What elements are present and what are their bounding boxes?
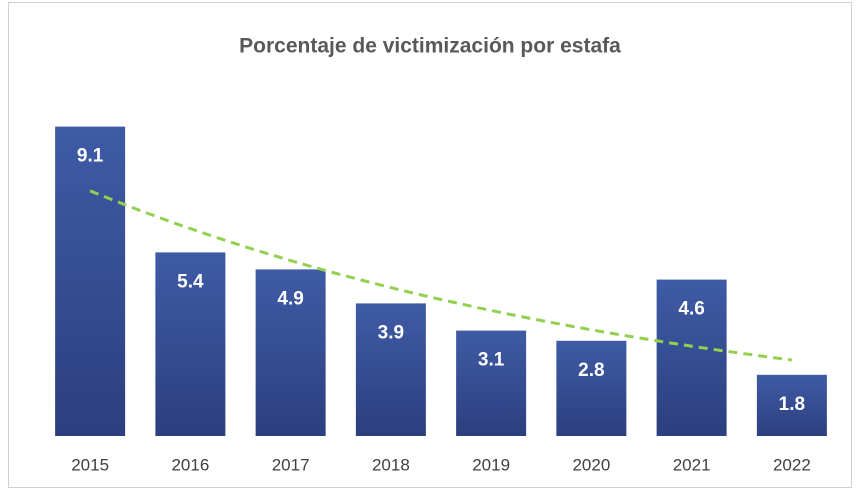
x-tick-label: 2015 xyxy=(71,455,109,474)
bar xyxy=(556,340,627,436)
bar xyxy=(255,269,326,436)
data-label: 4.6 xyxy=(678,299,704,320)
chart-title: Porcentaje de victimización por estafa xyxy=(239,35,621,58)
x-tick-label: 2020 xyxy=(572,455,610,474)
data-label: 5.4 xyxy=(177,271,204,292)
data-label: 4.9 xyxy=(277,288,303,309)
bar xyxy=(756,374,827,436)
x-tick-label: 2022 xyxy=(773,455,811,474)
bar xyxy=(456,330,527,436)
x-tick-label: 2021 xyxy=(673,455,711,474)
x-tick-label: 2018 xyxy=(372,455,410,474)
data-label: 2.8 xyxy=(578,360,604,381)
bar xyxy=(355,303,426,436)
bar xyxy=(55,126,126,436)
bar xyxy=(656,279,727,436)
trendline xyxy=(89,189,793,362)
x-tick-label: 2016 xyxy=(171,455,209,474)
x-tick-label: 2019 xyxy=(472,455,510,474)
data-label: 1.8 xyxy=(779,394,805,415)
data-label: 9.1 xyxy=(77,146,104,167)
data-label: 3.1 xyxy=(478,350,505,371)
data-label: 3.9 xyxy=(378,322,404,343)
x-tick-label: 2017 xyxy=(272,455,310,474)
bar xyxy=(155,252,226,436)
